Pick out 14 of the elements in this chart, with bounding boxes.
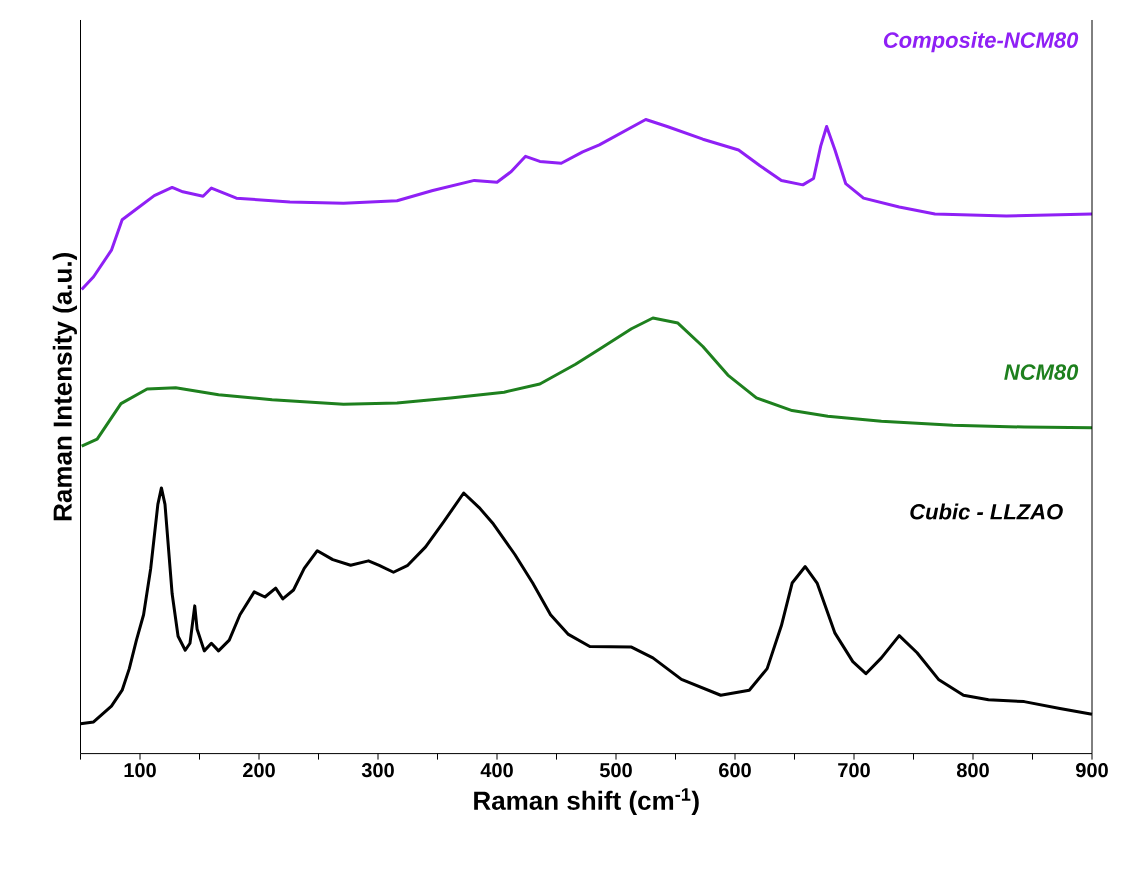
x-tick-label: 200 bbox=[243, 763, 275, 778]
y-axis-title: Raman Intensity (a.u.) bbox=[52, 253, 77, 521]
x-tick-label: 900 bbox=[1076, 763, 1108, 778]
text: Composite-NCM80 bbox=[883, 31, 1079, 53]
x-tick-label: 500 bbox=[599, 763, 632, 778]
x-tick-label: 100 bbox=[124, 763, 156, 778]
text: Cubic - LLZAO bbox=[910, 503, 1063, 520]
text: NCM80 bbox=[1004, 364, 1079, 380]
x-tick-label: 400 bbox=[480, 763, 513, 778]
x-tick-label: 800 bbox=[956, 763, 989, 778]
x-axis-title: Raman shift (cm$^{-1}$) bbox=[474, 788, 699, 816]
x-tick-label: 700 bbox=[838, 763, 870, 778]
x-tick-label: 600 bbox=[719, 763, 751, 778]
x-tick-label: 300 bbox=[361, 763, 394, 778]
